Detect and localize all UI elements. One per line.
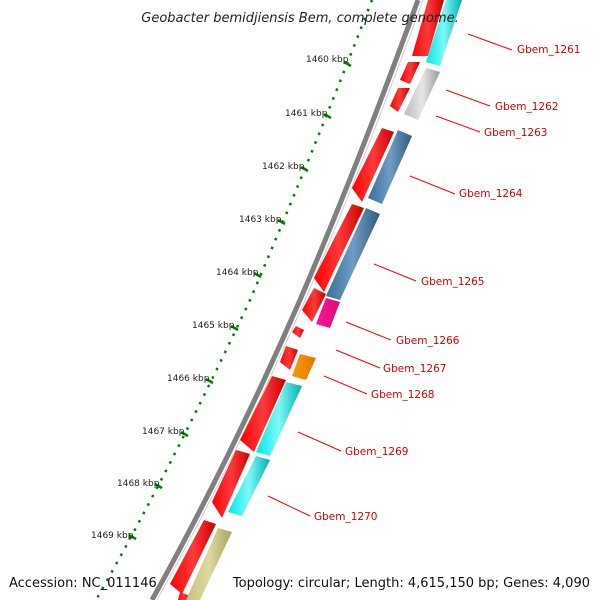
ruler-tick [154, 482, 163, 490]
ruler-tick [180, 430, 189, 438]
ruler-tick-label: 1463 kbp [239, 215, 282, 225]
leader-line [435, 115, 481, 133]
cds-feature [400, 62, 420, 84]
ruler-tick-label: 1461 kbp [285, 109, 328, 119]
cds-feature [390, 88, 410, 112]
cds-feature [404, 68, 440, 120]
ruler-tick-label: 1466 kbp [167, 374, 210, 384]
ruler-tick-label: 1465 kbp [192, 321, 235, 331]
cds-feature [292, 354, 316, 380]
gene-label-gbem-1269[interactable]: Gbem_1269 [345, 446, 408, 458]
ruler-tick-labels: 1460 kbp 1461 kbp 1462 kbp 1463 kbp 1464… [91, 55, 349, 541]
ruler-tick [253, 271, 262, 279]
ruler-tick-label: 1468 kbp [117, 479, 160, 489]
gene-label-gbem-1267[interactable]: Gbem_1267 [383, 363, 446, 375]
cds-feature [170, 520, 216, 594]
forward-strand-features [186, 0, 462, 600]
map-title: Geobacter bemidjiensis Bem, complete gen… [141, 11, 458, 26]
accession-label: Accession: NC_011146 [9, 576, 157, 591]
leader-line [467, 33, 513, 51]
gene-label-gbem-1268[interactable]: Gbem_1268 [371, 389, 434, 401]
ruler-tick [323, 112, 332, 120]
gene-label-gbem-1261[interactable]: Gbem_1261 [517, 44, 580, 56]
leader-line [345, 321, 392, 341]
ruler-tick-label: 1460 kbp [306, 55, 349, 65]
gene-label-gbem-1262[interactable]: Gbem_1262 [495, 101, 558, 113]
gene-label-gbem-1266[interactable]: Gbem_1266 [396, 335, 460, 347]
backbone-inner-edge [156, 0, 424, 600]
cds-feature [426, 0, 462, 66]
gc-content-track [94, 0, 374, 600]
gene-label-gbem-1265[interactable]: Gbem_1265 [421, 276, 484, 288]
cds-feature [368, 130, 412, 204]
cds-feature [352, 128, 394, 202]
reverse-strand-features [170, 0, 444, 600]
cds-feature [256, 382, 302, 456]
gene-labels[interactable]: Gbem_1261 Gbem_1262 Gbem_1263 Gbem_1264 … [314, 44, 580, 523]
leader-line [267, 495, 311, 517]
cds-feature [292, 326, 304, 338]
topology-label: Topology: circular; Length: 4,615,150 bp… [232, 576, 590, 591]
cds-feature [314, 204, 364, 292]
ruler-tick [128, 533, 137, 541]
label-leaders [267, 33, 513, 517]
genome-backbone [149, 0, 421, 600]
cds-feature [316, 298, 340, 328]
gene-label-gbem-1264[interactable]: Gbem_1264 [459, 188, 523, 200]
cds-feature [302, 288, 326, 322]
ruler-tick [300, 165, 309, 173]
gene-label-gbem-1270[interactable]: Gbem_1270 [314, 511, 377, 523]
ruler-tick [277, 218, 286, 226]
ruler-tick-label: 1469 kbp [91, 531, 134, 541]
ruler-tick-label: 1467 kbp [142, 427, 185, 437]
cds-feature [280, 346, 298, 370]
cds-feature [412, 0, 444, 56]
cds-feature [212, 450, 250, 518]
leader-line [373, 263, 417, 282]
leader-line [409, 175, 456, 195]
cds-feature [186, 528, 232, 600]
ruler-tick [205, 377, 214, 385]
ruler-tick-label: 1462 kbp [262, 162, 305, 172]
cds-feature [228, 456, 270, 516]
gene-label-gbem-1263[interactable]: Gbem_1263 [484, 127, 547, 139]
ruler-tick [230, 324, 239, 332]
ruler-ticks [128, 60, 352, 541]
leader-line [445, 89, 491, 107]
cds-feature [326, 208, 380, 300]
cds-feature [240, 376, 286, 452]
leader-line [335, 349, 381, 369]
leader-line [297, 431, 342, 452]
leader-line [323, 375, 368, 395]
ruler-tick [343, 60, 352, 68]
ruler-tick-label: 1464 kbp [216, 268, 259, 278]
